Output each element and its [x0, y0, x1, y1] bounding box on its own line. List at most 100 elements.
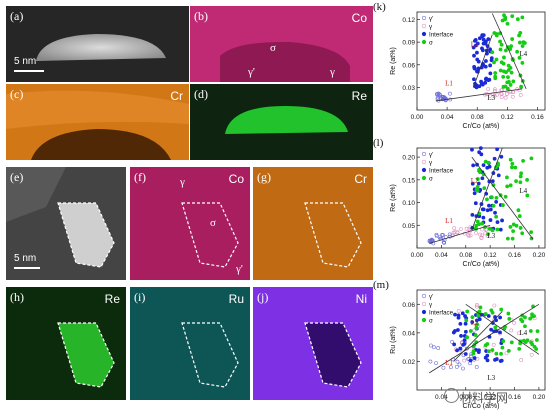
data-point — [476, 66, 481, 71]
data-point — [450, 233, 455, 238]
legend-label: σ — [429, 175, 433, 182]
data-point — [476, 350, 481, 354]
data-point — [480, 176, 485, 181]
data-point — [472, 342, 477, 347]
data-point — [475, 177, 480, 181]
data-point — [480, 34, 484, 39]
fit-line-label: L4 — [519, 50, 527, 58]
data-point — [505, 184, 510, 189]
data-point — [520, 313, 525, 318]
data-point — [475, 41, 480, 46]
data-point — [499, 341, 504, 345]
data-point — [499, 91, 504, 96]
data-point — [475, 219, 480, 224]
data-point — [489, 349, 494, 354]
data-point — [486, 78, 491, 83]
panel-g-tag: (g) — [257, 170, 271, 184]
data-point — [475, 322, 480, 327]
data-point — [491, 171, 496, 175]
element-label: Re — [351, 89, 367, 103]
data-point — [480, 227, 484, 232]
panel-c-image — [6, 84, 189, 160]
data-point — [484, 76, 489, 81]
data-point — [465, 335, 470, 340]
data-point — [436, 98, 441, 103]
data-point — [518, 226, 523, 230]
fit-line-label: L4 — [519, 187, 527, 195]
data-point — [468, 233, 473, 238]
data-point — [502, 55, 506, 60]
data-point — [528, 316, 533, 321]
x-tick-label: 0.08 — [471, 114, 484, 121]
element-label: Co — [351, 11, 367, 25]
data-point — [462, 338, 467, 343]
data-point — [434, 232, 439, 237]
data-point — [518, 180, 523, 185]
panel-h-image — [6, 287, 126, 400]
data-point — [504, 351, 509, 356]
data-point — [508, 89, 513, 94]
data-point — [483, 77, 488, 82]
data-point — [474, 340, 479, 345]
data-point — [474, 318, 479, 323]
data-point — [487, 203, 491, 208]
data-point — [521, 338, 526, 343]
data-point — [436, 93, 441, 98]
data-point — [493, 76, 498, 81]
legend-marker — [421, 159, 427, 165]
data-point — [496, 163, 500, 168]
panel-e: (e) 5 nm — [6, 167, 126, 280]
data-point — [494, 200, 499, 204]
data-point — [461, 342, 466, 347]
x-tick-label: 0.20 — [533, 252, 546, 259]
phase-sigma-label: σ — [270, 42, 276, 54]
data-point — [520, 44, 525, 48]
data-point — [508, 225, 513, 229]
data-point — [502, 69, 506, 74]
data-point — [495, 92, 499, 97]
data-point — [502, 13, 506, 18]
panel-c-tag: (c) — [10, 87, 24, 101]
data-point — [484, 227, 489, 232]
fit-line-label: L4 — [519, 329, 527, 337]
data-point — [491, 321, 495, 325]
data-point — [466, 357, 471, 361]
data-point — [483, 80, 488, 85]
data-point — [473, 201, 478, 206]
legend-label: Interface — [429, 167, 454, 174]
data-point — [475, 50, 479, 55]
data-point — [520, 15, 525, 20]
data-point — [489, 327, 494, 332]
data-point — [474, 348, 478, 352]
data-point — [500, 18, 505, 23]
data-point — [508, 90, 513, 94]
data-point — [477, 214, 482, 219]
data-point — [505, 236, 510, 241]
data-point — [464, 226, 469, 231]
data-point — [464, 316, 469, 321]
data-point — [490, 179, 495, 184]
fit-line — [473, 34, 493, 88]
data-point — [477, 222, 481, 227]
fit-line — [471, 147, 503, 230]
data-point — [455, 348, 459, 353]
element-label: Ru — [228, 292, 244, 306]
data-point — [492, 31, 497, 35]
x-tick-label: 0.04 — [435, 252, 448, 259]
data-point — [462, 358, 467, 363]
scale-bar — [14, 70, 44, 72]
data-point — [507, 316, 512, 321]
data-point — [505, 175, 509, 180]
data-point — [479, 81, 484, 86]
data-point — [535, 329, 540, 334]
data-point — [498, 68, 503, 73]
data-point — [502, 326, 507, 331]
data-point — [463, 352, 468, 356]
data-point — [451, 230, 456, 235]
data-point — [511, 90, 516, 94]
data-point — [452, 226, 457, 231]
data-point — [504, 92, 509, 96]
data-point — [518, 341, 522, 346]
fit-line-label: L1 — [445, 217, 453, 225]
data-point — [485, 51, 489, 56]
